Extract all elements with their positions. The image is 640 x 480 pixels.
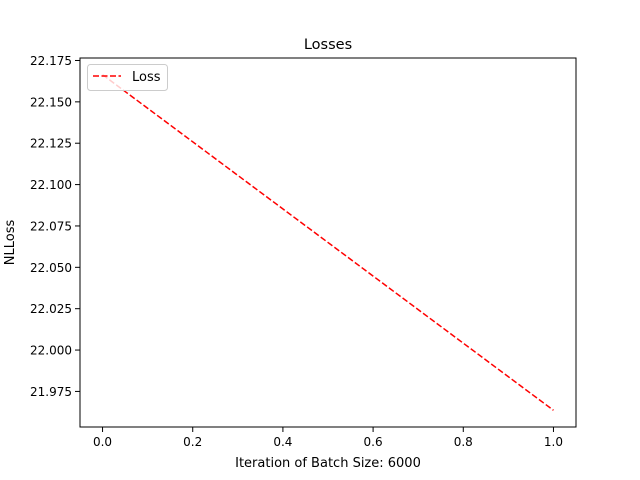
x-tick-label: 0.4 (273, 435, 292, 449)
x-tick-label: 0.6 (364, 435, 383, 449)
series-line-loss (102, 74, 554, 411)
y-tick-label: 22.025 (30, 302, 72, 316)
x-tick-label: 0.2 (183, 435, 202, 449)
y-tick-label: 22.125 (30, 137, 72, 151)
legend-label-loss: Loss (132, 70, 161, 85)
y-axis: 21.975 22.000 22.025 22.050 22.075 22.100 22.1… (30, 54, 80, 399)
x-tick-label: 1.0 (544, 435, 563, 449)
y-tick-label: 22.075 (30, 219, 72, 233)
x-axis-label: Iteration of Batch Size: 6000 (235, 456, 421, 471)
y-tick-label: 22.150 (30, 95, 72, 109)
x-tick-label: 0.0 (93, 435, 112, 449)
x-axis: 0.0 0.2 0.4 0.6 0.8 1.0 (93, 427, 563, 449)
y-tick-label: 22.050 (30, 261, 72, 275)
legend: Loss (87, 64, 168, 91)
y-tick-label: 21.975 (30, 385, 72, 399)
chart-title: Losses (304, 37, 352, 53)
y-axis-label: NLLoss (3, 220, 18, 266)
series-layer (102, 74, 554, 411)
x-tick-label: 0.8 (454, 435, 473, 449)
plot-frame (79, 57, 577, 428)
legend-box (87, 64, 168, 91)
y-tick-label: 22.100 (30, 178, 72, 192)
y-tick-label: 22.175 (30, 54, 72, 68)
y-tick-label: 22.000 (30, 344, 72, 358)
